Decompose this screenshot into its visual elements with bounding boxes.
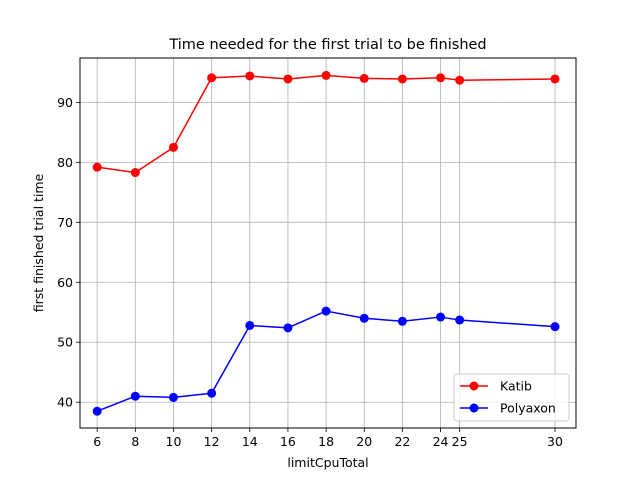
legend: Katib Polyaxon	[453, 373, 570, 422]
series-katib-point	[550, 74, 560, 84]
series-polyaxon-point	[321, 306, 331, 316]
y-tick-label: 60	[57, 275, 73, 290]
series-katib-point	[455, 75, 465, 85]
x-tick-label: 10	[166, 434, 182, 449]
y-tick-label: 80	[57, 155, 73, 170]
x-tick-label: 16	[280, 434, 296, 449]
series-polyaxon-point	[245, 320, 255, 330]
grid-lines	[80, 58, 576, 428]
x-tick-label: 24	[433, 434, 449, 449]
x-tick-label: 20	[356, 434, 372, 449]
series-polyaxon-point	[283, 323, 293, 333]
series-polyaxon-point	[397, 316, 407, 326]
legend-polyaxon-label: Polyaxon	[500, 401, 556, 416]
series-polyaxon-point	[92, 406, 102, 416]
x-tick-label: 18	[318, 434, 334, 449]
y-tick-label: 50	[57, 335, 73, 350]
legend-katib-label: Katib	[500, 379, 532, 394]
legend-polyaxon-marker	[469, 403, 479, 413]
series-polyaxon-point	[455, 315, 465, 325]
x-tick-label: 14	[242, 434, 258, 449]
series-katib-point	[283, 74, 293, 84]
legend-item-polyaxon: Polyaxon	[460, 401, 556, 416]
series-katib-point	[92, 162, 102, 172]
y-axis-ticks: 40 50 60 70 80 90	[57, 95, 80, 410]
series-polyaxon-point	[168, 392, 178, 402]
series-katib-point	[397, 74, 407, 84]
plot-area-frame	[79, 57, 577, 429]
x-tick-label: 25	[452, 434, 468, 449]
x-axis-label: limitCpuTotal	[287, 455, 368, 470]
series-polyaxon-point	[207, 388, 217, 398]
x-tick-label: 22	[394, 434, 410, 449]
series-katib-point	[359, 73, 369, 83]
y-axis-label: first finished trial time	[31, 173, 46, 312]
series-katib-point	[436, 73, 446, 83]
x-tick-label: 12	[204, 434, 220, 449]
series-polyaxon-point	[359, 313, 369, 323]
y-tick-label: 70	[57, 215, 73, 230]
series-polyaxon-point	[550, 322, 560, 332]
chart-title: Time needed for the first trial to be fi…	[168, 37, 486, 53]
x-axis-ticks: 6 8 10 12 14 16 18 20 22 24 25 30	[93, 428, 563, 449]
series-katib-point	[321, 70, 331, 80]
series-katib-point	[130, 168, 140, 178]
y-tick-label: 40	[57, 395, 73, 410]
series-katib-point	[207, 73, 217, 83]
x-tick-label: 30	[547, 434, 563, 449]
x-tick-label: 8	[131, 434, 139, 449]
x-tick-label: 6	[93, 434, 101, 449]
legend-item-katib: Katib	[460, 379, 532, 394]
series-polyaxon-point	[436, 312, 446, 322]
series-katib-point	[245, 71, 255, 81]
series-polyaxon-point	[130, 391, 140, 401]
series-layer	[92, 70, 560, 416]
y-tick-label: 90	[57, 95, 73, 110]
series-katib-point	[168, 142, 178, 152]
legend-katib-marker	[469, 381, 479, 391]
